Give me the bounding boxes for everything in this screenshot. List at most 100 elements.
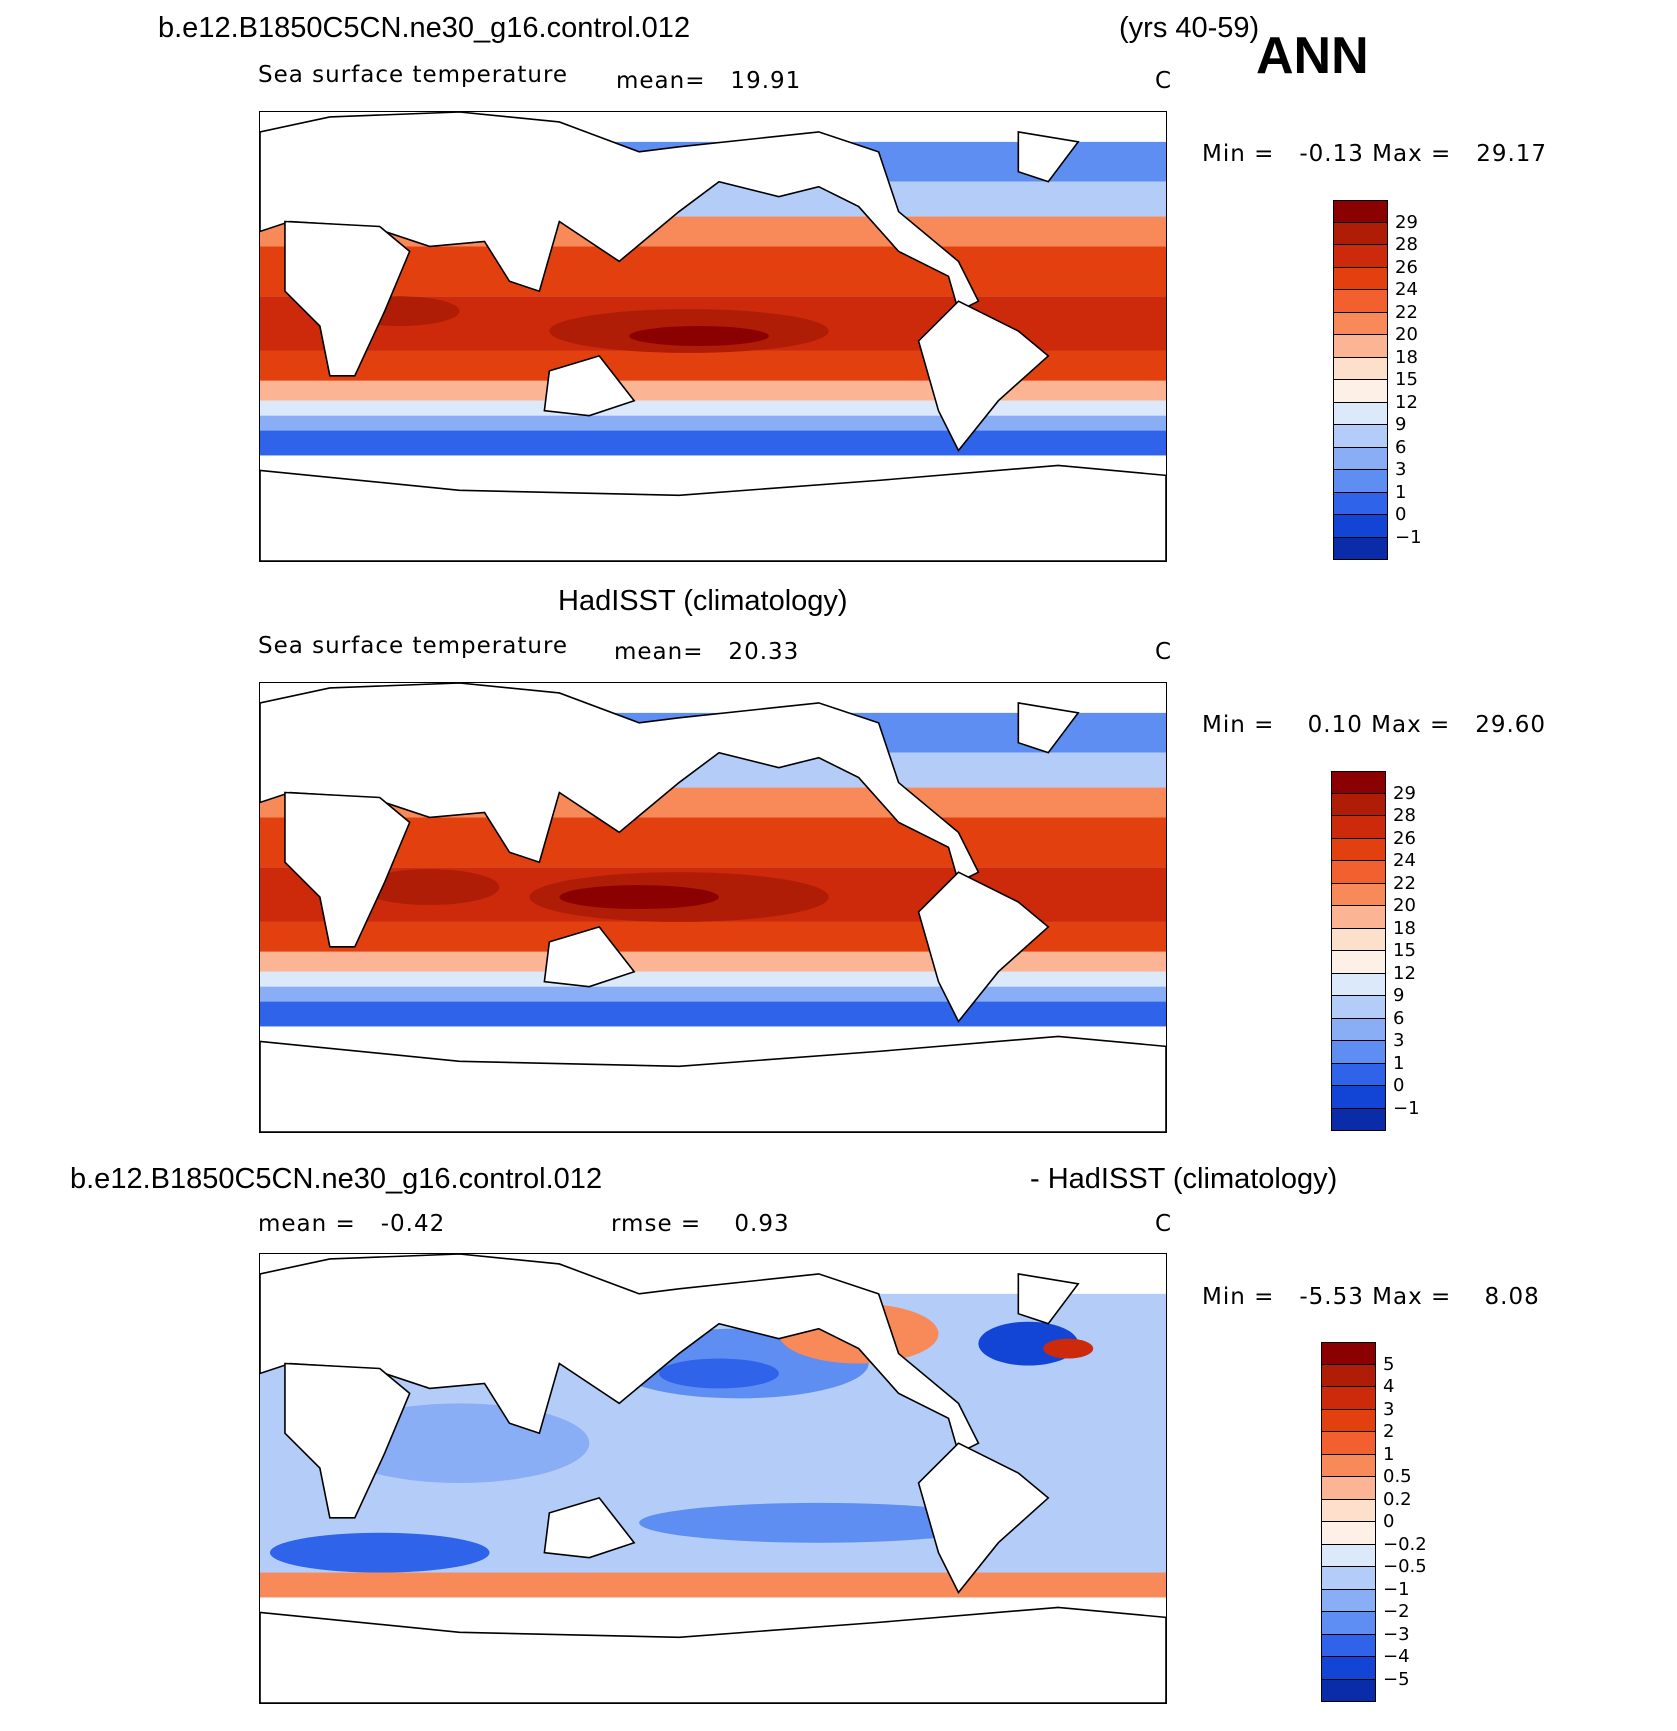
colorbar-tick-label: −1: [1393, 1097, 1420, 1119]
colorbar-segment: [1331, 996, 1386, 1019]
colorbar-segment: [1331, 928, 1386, 951]
colorbar-tick-label: 22: [1395, 301, 1418, 323]
colorbar-tick-label: −0.5: [1383, 1556, 1427, 1577]
colorbar-tick-label: 22: [1393, 872, 1416, 894]
panel2-title: HadISST (climatology): [558, 585, 848, 617]
colorbar-segment: [1331, 1086, 1386, 1109]
colorbar-segment: [1333, 380, 1388, 403]
colorbar-tick-label: 0: [1383, 1511, 1395, 1532]
diff-sst-map: [259, 1253, 1167, 1704]
colorbar-segment: [1321, 1612, 1376, 1635]
colorbar-segment: [1321, 1387, 1376, 1410]
colorbar-segment: [1333, 245, 1388, 268]
panel3-units: C: [1155, 1211, 1173, 1237]
colorbar-segment: [1333, 425, 1388, 448]
colorbar-segment: [1331, 861, 1386, 884]
colorbar-tick-label: 5: [1383, 1353, 1395, 1375]
colorbar-tick-label: 9: [1393, 985, 1405, 1006]
colorbar-segment: [1321, 1522, 1376, 1545]
colorbar-segment: [1331, 951, 1386, 974]
colorbar-tick-label: 3: [1395, 459, 1407, 480]
colorbar-segment: [1321, 1364, 1376, 1387]
panel3-colorbar: [1321, 1342, 1376, 1702]
colorbar-segment: [1333, 470, 1388, 493]
colorbar-tick-label: −4: [1383, 1646, 1410, 1667]
colorbar-tick-label: 12: [1393, 962, 1416, 984]
obs-sst-map: [259, 682, 1167, 1133]
colorbar-segment: [1321, 1477, 1376, 1500]
colorbar-segment: [1321, 1657, 1376, 1680]
colorbar-tick-label: 6: [1395, 436, 1407, 458]
colorbar-segment: [1333, 447, 1388, 470]
colorbar-tick-label: 20: [1393, 895, 1416, 916]
colorbar-segment: [1333, 537, 1388, 560]
colorbar-segment: [1331, 816, 1386, 839]
colorbar-tick-label: 15: [1393, 940, 1416, 961]
colorbar-tick-label: 1: [1393, 1052, 1405, 1074]
colorbar-segment: [1333, 312, 1388, 335]
panel1-minmax: Min = -0.13 Max = 29.17: [1202, 141, 1548, 167]
colorbar-tick-label: 26: [1395, 256, 1418, 278]
colorbar-tick-label: 1: [1383, 1443, 1395, 1465]
colorbar-tick-label: 0: [1393, 1075, 1405, 1096]
obs-sst-map-svg: [260, 683, 1166, 1132]
panel1-variable: Sea surface temperature: [258, 62, 569, 88]
colorbar-segment: [1321, 1409, 1376, 1432]
season-label: ANN: [1256, 27, 1369, 85]
panel2-colorbar: [1331, 771, 1386, 1131]
colorbar-tick-label: 0.2: [1383, 1488, 1412, 1510]
colorbar-segment: [1321, 1567, 1376, 1590]
colorbar-segment: [1321, 1342, 1376, 1365]
colorbar-tick-label: 24: [1393, 850, 1416, 871]
panel2-units: C: [1155, 639, 1173, 665]
panel1-colorbar: [1333, 200, 1388, 560]
colorbar-segment: [1321, 1589, 1376, 1612]
colorbar-tick-label: 20: [1395, 324, 1418, 345]
colorbar-segment: [1333, 335, 1388, 358]
panel3-title-right: - HadISST (climatology): [1030, 1163, 1338, 1195]
colorbar-tick-label: 1: [1395, 481, 1407, 503]
colorbar-segment: [1331, 793, 1386, 816]
colorbar-segment: [1331, 973, 1386, 996]
colorbar-segment: [1333, 200, 1388, 223]
colorbar-tick-label: 4: [1383, 1376, 1395, 1397]
colorbar-tick-label: 9: [1395, 414, 1407, 435]
colorbar-tick-label: 3: [1383, 1398, 1395, 1420]
colorbar-segment: [1331, 838, 1386, 861]
colorbar-tick-label: 26: [1393, 827, 1416, 849]
colorbar-tick-label: 18: [1395, 346, 1418, 368]
model-sst-map: [259, 111, 1167, 562]
colorbar-segment: [1321, 1544, 1376, 1567]
panel1-units: C: [1155, 68, 1173, 94]
colorbar-segment: [1321, 1454, 1376, 1477]
colorbar-segment: [1331, 883, 1386, 906]
colorbar-tick-label: 29: [1393, 782, 1416, 804]
colorbar-tick-label: 6: [1393, 1007, 1405, 1029]
colorbar-segment: [1331, 771, 1386, 794]
colorbar-segment: [1321, 1499, 1376, 1522]
colorbar-tick-label: −5: [1383, 1668, 1410, 1690]
panel2-mean: mean= 20.33: [614, 639, 800, 665]
colorbar-segment: [1333, 357, 1388, 380]
years-label: (yrs 40-59): [1119, 12, 1260, 44]
colorbar-segment: [1333, 290, 1388, 313]
case-title: b.e12.B1850C5CN.ne30_g16.control.012: [158, 12, 691, 44]
model-sst-map-svg: [260, 112, 1166, 561]
colorbar-tick-label: 29: [1395, 211, 1418, 233]
colorbar-tick-label: 12: [1395, 391, 1418, 413]
colorbar-segment: [1333, 267, 1388, 290]
colorbar-tick-label: −1: [1383, 1578, 1410, 1600]
panel2-minmax: Min = 0.10 Max = 29.60: [1202, 712, 1547, 738]
panel1-mean: mean= 19.91: [616, 68, 802, 94]
colorbar-tick-label: −0.2: [1383, 1533, 1427, 1555]
colorbar-segment: [1331, 1018, 1386, 1041]
colorbar-segment: [1321, 1432, 1376, 1455]
colorbar-segment: [1333, 515, 1388, 538]
panel3-title-left: b.e12.B1850C5CN.ne30_g16.control.012: [70, 1163, 603, 1195]
colorbar-tick-label: 3: [1393, 1030, 1405, 1051]
colorbar-segment: [1321, 1634, 1376, 1657]
colorbar-tick-label: 15: [1395, 369, 1418, 390]
colorbar-tick-label: 28: [1395, 234, 1418, 255]
colorbar-segment: [1331, 1108, 1386, 1131]
colorbar-tick-label: 18: [1393, 917, 1416, 939]
